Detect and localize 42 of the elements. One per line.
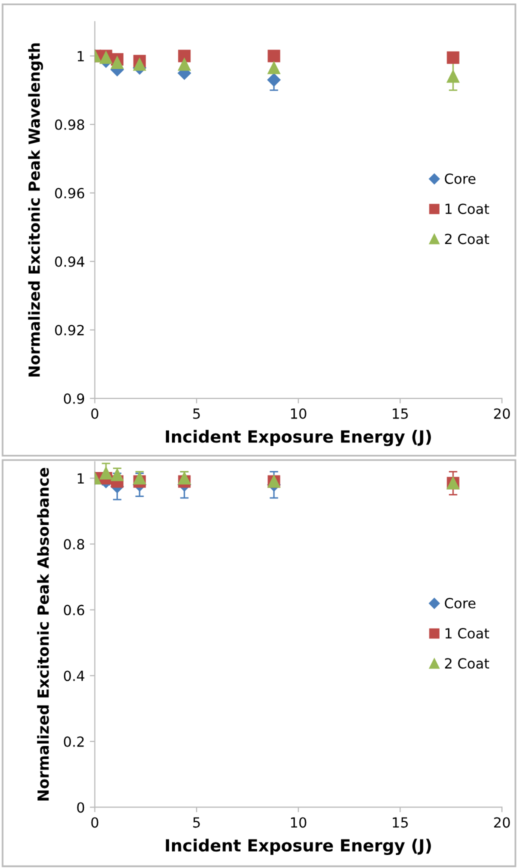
y-tick-label: 0.8 bbox=[64, 539, 84, 550]
point bbox=[267, 73, 281, 87]
x-tick-label: 10 bbox=[291, 817, 306, 828]
legend-label: 2 Coat bbox=[445, 234, 490, 244]
x-tick-label: 15 bbox=[392, 817, 408, 828]
x-tick-label: 15 bbox=[392, 408, 408, 419]
y-tick-label: 1 bbox=[78, 473, 84, 484]
legend-label: 1 Coat bbox=[446, 204, 490, 214]
legend-label: Core bbox=[444, 598, 476, 608]
y-axis-title: Normalized Excitonic Peak Absorbance bbox=[37, 468, 49, 800]
y-tick-label: 0.98 bbox=[55, 119, 84, 130]
x-tick-label: 10 bbox=[291, 408, 306, 419]
y-tick-label: 0.9 bbox=[64, 393, 84, 404]
y-tick-label: 0.4 bbox=[64, 670, 84, 682]
y-tick-label: 0.96 bbox=[55, 188, 84, 198]
y-tick-label: 0.2 bbox=[64, 736, 84, 747]
point bbox=[110, 56, 124, 70]
y-tick-label: 0.94 bbox=[55, 256, 84, 267]
point bbox=[133, 58, 146, 71]
x-tick-label: 5 bbox=[193, 817, 200, 828]
legend-label: 2 Coat bbox=[445, 658, 490, 669]
point bbox=[100, 467, 112, 480]
x-axis-title: Incident Exposure Energy (J) bbox=[166, 838, 431, 855]
x-tick-label: 0 bbox=[91, 817, 98, 828]
point bbox=[268, 62, 280, 74]
y-tick-label: 0.92 bbox=[55, 324, 84, 336]
legend-label: Core bbox=[444, 173, 476, 184]
y-tick-label: 0 bbox=[77, 802, 84, 813]
x-tick-label: 5 bbox=[193, 408, 200, 419]
y-tick-label: 1 bbox=[78, 51, 84, 62]
y-axis-title: Normalized Excitonic Peak Wavelength bbox=[28, 43, 44, 377]
x-tick-label: 0 bbox=[91, 408, 98, 419]
point bbox=[268, 50, 280, 62]
point bbox=[446, 70, 460, 83]
x-tick-label: 20 bbox=[494, 408, 510, 419]
legend-label: 1 Coat bbox=[446, 628, 490, 639]
x-axis-title: Incident Exposure Energy (J) bbox=[166, 430, 431, 446]
point bbox=[178, 50, 191, 62]
x-tick-label: 20 bbox=[494, 817, 510, 828]
point bbox=[446, 51, 460, 64]
y-tick-label: 0.6 bbox=[64, 604, 84, 616]
point bbox=[178, 58, 191, 71]
